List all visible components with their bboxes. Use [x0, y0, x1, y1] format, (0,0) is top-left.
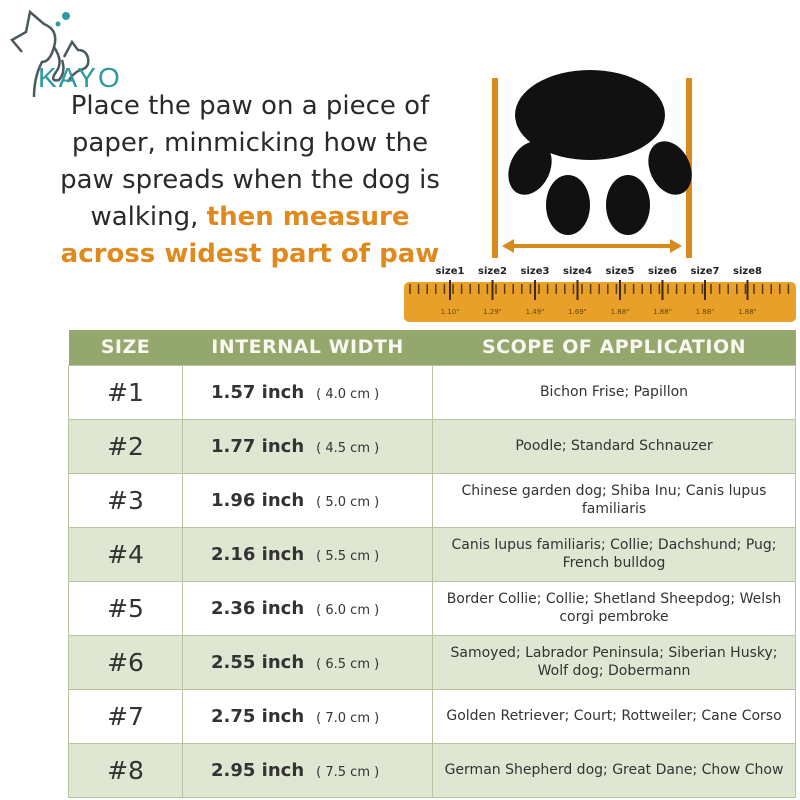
- size-cell: #2: [68, 418, 183, 474]
- table-row: #1 1.57 inch ( 4.0 cm ) Bichon Frise; Pap…: [68, 364, 796, 420]
- width-inch: 2.95 inch: [211, 759, 305, 781]
- width-cm: ( 7.5 cm ): [316, 764, 380, 780]
- width-cell: 1.77 inch ( 4.5 cm ): [182, 418, 433, 474]
- size-cell: #8: [68, 742, 183, 798]
- width-cm: ( 5.5 cm ): [316, 548, 380, 564]
- ruler-value: 1.29": [483, 308, 502, 316]
- ruler-size-label: size8: [733, 266, 762, 277]
- dog-cat-logo-icon: [10, 9, 90, 97]
- size-cell: #7: [68, 688, 183, 744]
- scope-cell: Poodle; Standard Schnauzer: [432, 418, 796, 474]
- width-inch: 1.96 inch: [211, 489, 305, 511]
- header-scope: SCOPE OF APPLICATION: [432, 330, 796, 365]
- table-row: #5 2.36 inch ( 6.0 cm ) Border Collie; Co…: [68, 580, 796, 636]
- width-inch: 2.55 inch: [211, 651, 305, 673]
- width-cm: ( 6.5 cm ): [316, 656, 380, 672]
- ruler-value: 1.88": [738, 308, 757, 316]
- width-cell: 2.75 inch ( 7.0 cm ): [182, 688, 433, 744]
- width-inch: 2.36 inch: [211, 597, 305, 619]
- table-row: #6 2.55 inch ( 6.5 cm ) Samoyed; Labrador…: [68, 634, 796, 690]
- ruler-value: 1.88": [653, 308, 672, 316]
- table-row: #8 2.95 inch ( 7.5 cm ) German Shepherd d…: [68, 742, 796, 798]
- width-cell: 2.55 inch ( 6.5 cm ): [182, 634, 433, 690]
- width-cm: ( 4.5 cm ): [316, 440, 380, 456]
- table-row: #3 1.96 inch ( 5.0 cm ) Chinese garden do…: [68, 472, 796, 528]
- width-cell: 2.36 inch ( 6.0 cm ): [182, 580, 433, 636]
- width-cell: 1.57 inch ( 4.0 cm ): [182, 364, 433, 420]
- width-cm: ( 6.0 cm ): [316, 602, 380, 618]
- brand-name: KAYO: [38, 62, 122, 93]
- width-cell: 2.16 inch ( 5.5 cm ): [182, 526, 433, 582]
- ruler-body: [404, 282, 796, 322]
- ruler-value: 1.10": [441, 308, 460, 316]
- ruler-value: 1.49": [526, 308, 545, 316]
- paw-pad-icon: [515, 70, 665, 160]
- table-row: #7 2.75 inch ( 7.0 cm ) Golden Retriever;…: [68, 688, 796, 744]
- ruler-size-label: size6: [648, 266, 677, 277]
- scope-cell: Chinese garden dog; Shiba Inu; Canis lup…: [432, 472, 796, 528]
- width-cell: 1.96 inch ( 5.0 cm ): [182, 472, 433, 528]
- width-inch: 1.57 inch: [211, 381, 305, 403]
- ruler-value: 1.88": [611, 308, 630, 316]
- table-row: #4 2.16 inch ( 5.5 cm ) Canis lupus famil…: [68, 526, 796, 582]
- paw-measure-illustration: [492, 70, 692, 258]
- header-internal-width: INTERNAL WIDTH: [182, 330, 433, 365]
- scope-cell: Samoyed; Labrador Peninsula; Siberian Hu…: [432, 634, 796, 690]
- scope-cell: Bichon Frise; Papillon: [432, 364, 796, 420]
- left-guide-bar: [492, 78, 498, 258]
- paw-toe-icon: [606, 175, 650, 235]
- size-cell: #3: [68, 472, 183, 528]
- ruler-value: 1.88": [696, 308, 715, 316]
- size-cell: #6: [68, 634, 183, 690]
- scope-cell: Border Collie; Collie; Shetland Sheepdog…: [432, 580, 796, 636]
- width-cm: ( 5.0 cm ): [316, 494, 380, 510]
- paw-toe-icon: [648, 141, 692, 195]
- size-cell: #1: [68, 364, 183, 420]
- scope-cell: Canis lupus familiaris; Collie; Dachshun…: [432, 526, 796, 582]
- table-row: #2 1.77 inch ( 4.5 cm ) Poodle; Standard …: [68, 418, 796, 474]
- size-cell: #5: [68, 580, 183, 636]
- width-inch: 2.16 inch: [211, 543, 305, 565]
- header-size: SIZE: [68, 330, 183, 365]
- instruction-highlight: then measure across widest part of paw: [60, 202, 440, 269]
- width-cm: ( 7.0 cm ): [316, 710, 380, 726]
- ruler-value: 1.69": [568, 308, 587, 316]
- ruler-size-label: size1: [436, 266, 465, 277]
- scope-cell: German Shepherd dog; Great Dane; Chow Ch…: [432, 742, 796, 798]
- size-table: SIZE INTERNAL WIDTH SCOPE OF APPLICATION…: [68, 330, 796, 798]
- ruler-size-label: size4: [563, 266, 592, 277]
- ruler-size-label: size2: [478, 266, 507, 277]
- paw-toe-icon: [546, 175, 590, 235]
- ruler-size-label: size5: [606, 266, 635, 277]
- size-cell: #4: [68, 526, 183, 582]
- width-inch: 1.77 inch: [211, 435, 305, 457]
- scope-cell: Golden Retriever; Court; Rottweiler; Can…: [432, 688, 796, 744]
- width-inch: 2.75 inch: [211, 705, 305, 727]
- ruler-size-label: size3: [521, 266, 550, 277]
- width-cell: 2.95 inch ( 7.5 cm ): [182, 742, 433, 798]
- ruler-size-label: size7: [691, 266, 720, 277]
- ruler: size1 1.10" size2 1.29" size3 1.49" size4 1.69"…: [404, 266, 796, 322]
- measurement-instructions: Place the paw on a piece of paper, minmi…: [60, 88, 440, 273]
- width-cm: ( 4.0 cm ): [316, 386, 380, 402]
- instruction-text: Place the paw on a piece of paper, minmi…: [60, 91, 440, 232]
- paw-toe-icon: [508, 141, 552, 195]
